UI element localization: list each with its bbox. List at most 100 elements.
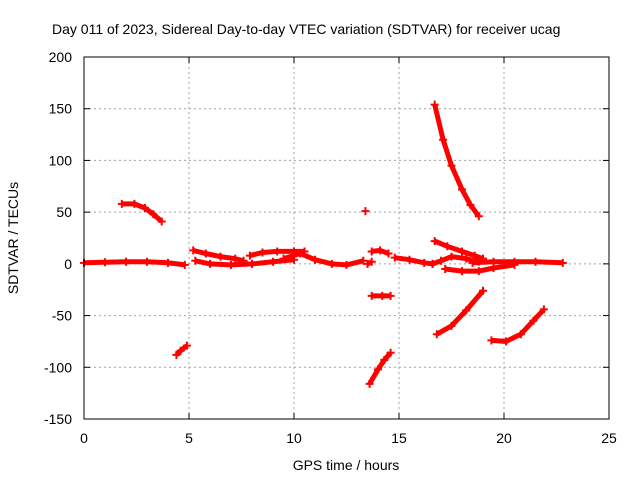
- series-arc-18: [432, 286, 487, 339]
- data-point-marker: [420, 258, 429, 267]
- series-arc-13: [390, 253, 437, 268]
- data-point-marker: [269, 257, 277, 266]
- data-point-marker: [510, 257, 519, 266]
- series-arc-2: [117, 199, 166, 226]
- data-point-marker: [172, 350, 181, 359]
- data-point-marker: [140, 204, 149, 213]
- plot-frame: [83, 56, 610, 420]
- data-point-marker: [405, 255, 414, 264]
- data-point-marker: [458, 185, 466, 194]
- data-point-marker: [130, 199, 139, 208]
- data-point-marker: [231, 254, 240, 263]
- data-point-marker: [432, 330, 441, 339]
- data-point-marker: [441, 265, 450, 274]
- series-line: [121, 201, 164, 224]
- data-point-marker: [201, 249, 210, 258]
- data-point-marker: [122, 257, 130, 266]
- data-point-marker: [363, 259, 372, 268]
- series-arc-14: [430, 100, 483, 221]
- data-point-marker: [180, 260, 189, 269]
- data-point-marker: [474, 267, 483, 276]
- series-line: [435, 289, 485, 337]
- data-point-marker: [182, 341, 191, 350]
- data-point-marker: [376, 246, 385, 255]
- data-point-marker: [157, 217, 166, 226]
- y-tick-label: -150: [44, 411, 72, 427]
- series-arc-11: [367, 291, 395, 300]
- x-axis-label: GPS time / hours: [293, 457, 400, 473]
- data-point-marker: [462, 254, 471, 263]
- series-arc-9: [363, 257, 376, 268]
- series-arc-10: [367, 246, 393, 258]
- y-tick-label: -50: [52, 308, 72, 324]
- x-tick-label: 20: [496, 430, 512, 446]
- data-point-marker: [367, 257, 376, 266]
- data-point-marker: [367, 247, 376, 256]
- data-point-marker: [374, 365, 382, 374]
- series-arc-5: [191, 255, 298, 269]
- data-point-marker: [458, 267, 466, 276]
- data-point-marker: [502, 337, 511, 346]
- y-tick-label: 0: [64, 256, 72, 272]
- data-point-marker: [531, 257, 540, 266]
- data-point-marker: [489, 257, 498, 266]
- y-tick-label: 100: [49, 152, 73, 168]
- data-point-marker: [117, 199, 126, 208]
- data-point-marker: [216, 252, 225, 261]
- data-point-marker: [189, 246, 198, 255]
- data-point-marker: [342, 260, 351, 269]
- y-tick-label: -100: [44, 359, 72, 375]
- data-point-marker: [143, 257, 151, 266]
- data-point-marker: [149, 210, 158, 219]
- data-point-marker: [468, 258, 477, 267]
- data-point-marker: [516, 330, 525, 339]
- data-point-marker: [101, 258, 109, 267]
- y-tick-label: 50: [56, 204, 72, 220]
- data-point-marker: [164, 258, 172, 267]
- data-point-marker: [361, 207, 370, 216]
- series-line: [432, 104, 481, 218]
- series-line: [491, 307, 546, 344]
- data-point-marker: [191, 256, 200, 265]
- series-arc-15: [430, 237, 487, 263]
- x-tick-label: 25: [601, 430, 617, 446]
- x-tick-label: 0: [80, 430, 88, 446]
- series-arc-19: [487, 305, 548, 346]
- data-point-marker: [245, 251, 254, 260]
- data-point-marker: [479, 286, 487, 295]
- data-point-marker: [529, 316, 538, 325]
- data-point-marker: [311, 255, 319, 264]
- data-point-marker: [474, 212, 483, 221]
- data-point-marker: [386, 291, 395, 300]
- data-point-marker: [439, 135, 448, 144]
- chart-title: Day 011 of 2023, Sidereal Day-to-day VTE…: [52, 21, 560, 37]
- data-point-marker: [176, 346, 185, 355]
- data-point-marker: [539, 305, 548, 314]
- data-point-marker: [327, 259, 336, 268]
- series-arc-12: [365, 348, 395, 388]
- data-point-marker: [437, 256, 445, 265]
- data-point-marker: [447, 252, 456, 261]
- x-tick-label: 15: [391, 430, 407, 446]
- data-point-marker: [447, 161, 456, 170]
- data-point-marker: [273, 247, 282, 256]
- y-axis-label: SDTVAR / TECUs: [5, 182, 21, 294]
- series-line: [367, 351, 393, 386]
- data-point-marker: [258, 248, 267, 257]
- data-point-marker: [390, 253, 399, 262]
- data-point-marker: [384, 249, 393, 258]
- data-point-marker: [380, 356, 389, 365]
- data-point-marker: [206, 259, 214, 268]
- data-point-marker: [558, 258, 567, 267]
- data-point-marker: [458, 247, 466, 256]
- series-line: [394, 255, 433, 267]
- data-point-marker: [447, 321, 456, 330]
- series-arc-3: [172, 341, 191, 359]
- grid: [84, 57, 609, 419]
- data-point-marker: [462, 306, 471, 315]
- data-series: [80, 100, 567, 388]
- y-tick-label: 150: [49, 101, 73, 117]
- x-tick-label: 10: [286, 430, 302, 446]
- axis-ticks: 0 5 10 15 20 25 -150 -100 -50 0 50 100 150 200: [44, 49, 617, 446]
- data-point-marker: [365, 379, 374, 388]
